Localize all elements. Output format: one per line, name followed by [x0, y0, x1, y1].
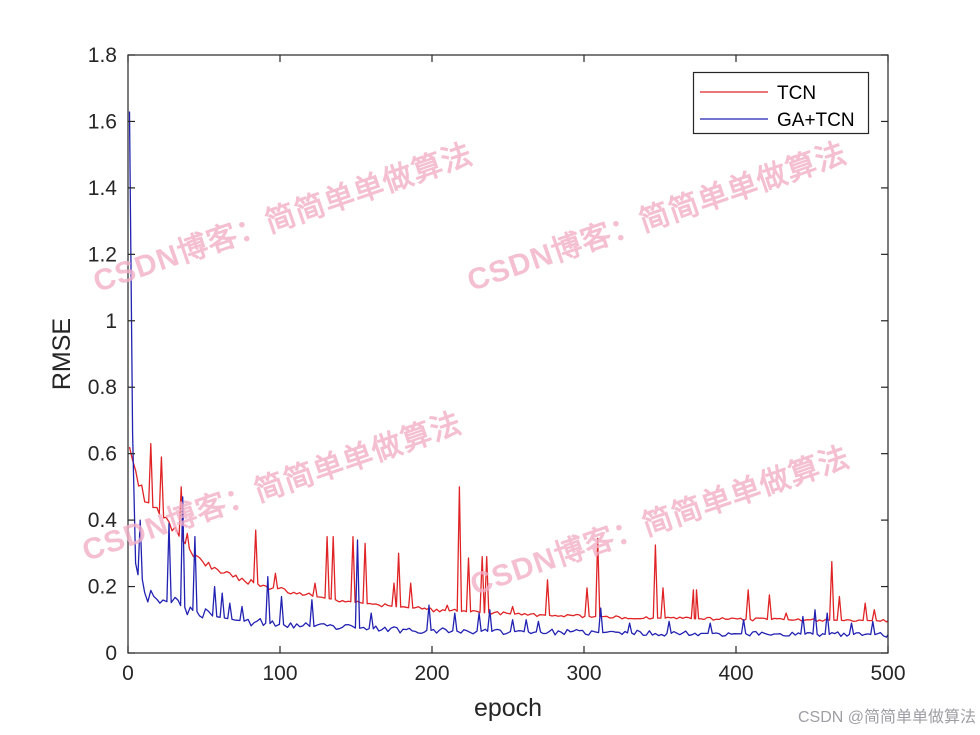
legend-box [692, 71, 870, 135]
x-tick-label: 0 [122, 662, 134, 685]
y-tick-label: 0.4 [88, 509, 118, 532]
series-group [128, 111, 888, 638]
y-tick-label: 1.2 [88, 243, 117, 266]
y-tick-label: 0 [105, 642, 117, 665]
plot-box [127, 54, 889, 654]
x-tick-label: 200 [414, 662, 449, 685]
series-line-tcn [128, 443, 888, 623]
y-tick-label: 0.6 [88, 443, 117, 466]
csdn-credit: CSDN @简简单单做算法 [797, 709, 976, 726]
y-axis-label: RMSE [48, 318, 76, 390]
x-tick-label: 300 [566, 662, 601, 685]
series-line-ga-tcn [128, 111, 888, 638]
x-tick-label: 100 [262, 662, 297, 685]
legend-label-tcn: TCN [777, 83, 816, 104]
y-tick-label: 1.4 [88, 177, 118, 200]
y-tick-label: 0.2 [88, 576, 117, 599]
x-axis-label: epoch [474, 694, 542, 722]
y-tick-label: 1 [105, 310, 117, 333]
x-tick-label: 500 [870, 662, 905, 685]
legend-label-ga-tcn: GA+TCN [777, 110, 855, 131]
x-tick-label: 400 [718, 662, 753, 685]
y-tick-label: 0.8 [88, 376, 117, 399]
legend: TCN GA+TCN [692, 71, 870, 135]
y-tick-label: 1.6 [88, 110, 117, 133]
y-tick-label: 1.8 [88, 44, 117, 67]
